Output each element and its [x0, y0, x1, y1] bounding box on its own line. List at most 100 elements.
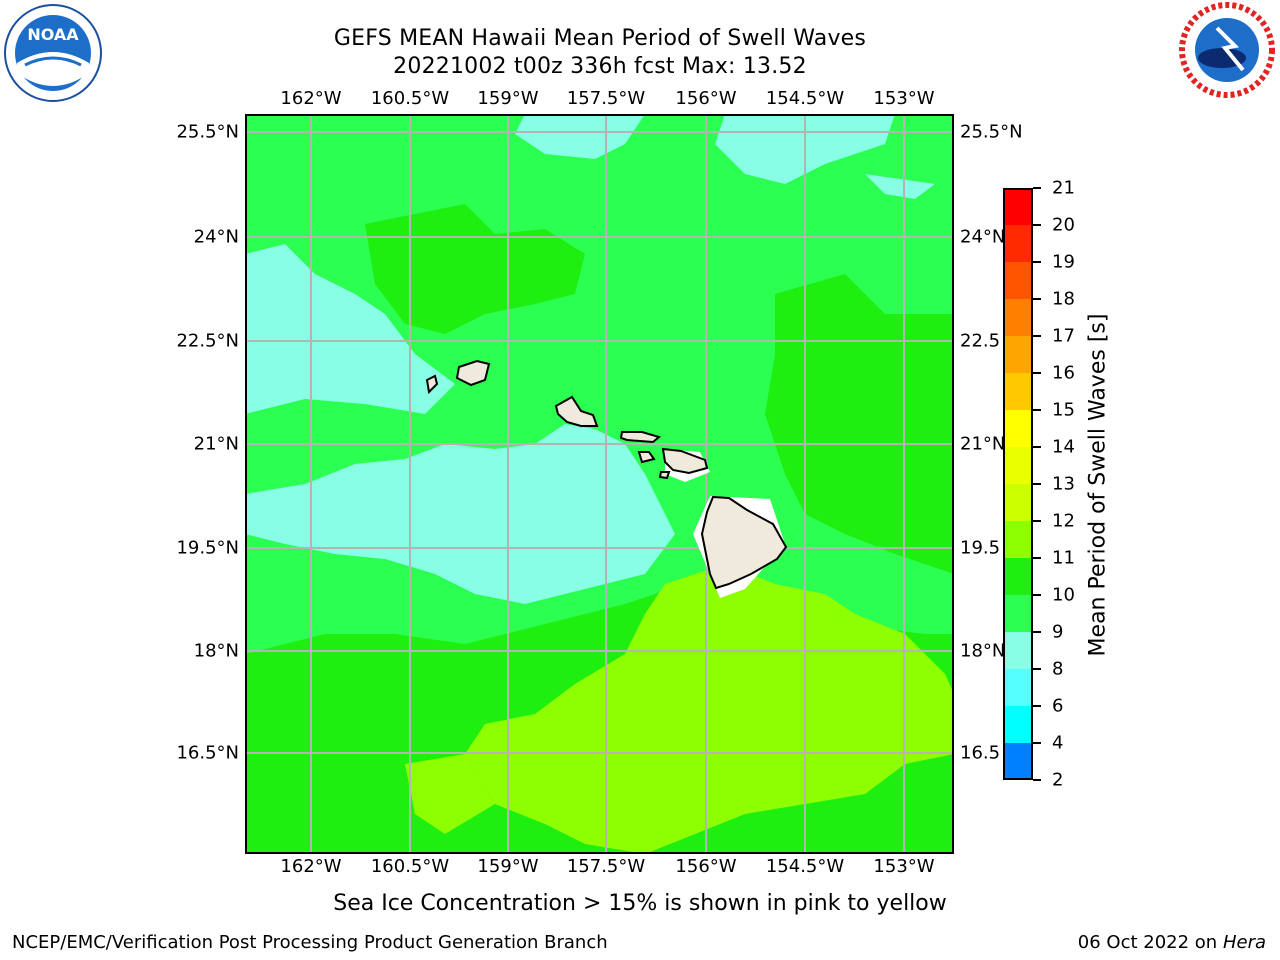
lon-label-bottom: 156°W: [675, 856, 737, 877]
colorbar-tick-label: 16: [1052, 362, 1075, 384]
colorbar-segment: [1003, 188, 1033, 226]
map-border: [245, 114, 954, 854]
colorbar-tick-mark: [1033, 298, 1041, 300]
colorbar-tick-mark: [1033, 779, 1041, 781]
colorbar-tick-label: 9: [1052, 621, 1064, 643]
island-maui: [661, 447, 709, 475]
colorbar-tick-label: 21: [1052, 177, 1075, 199]
colorbar-tick-mark: [1033, 261, 1041, 263]
colorbar-segment: [1003, 632, 1033, 670]
map-svg: [245, 114, 954, 854]
colorbar-tick-label: 13: [1052, 473, 1075, 495]
colorbar-tick-label: 19: [1052, 251, 1075, 273]
colorbar-tick-label: 20: [1052, 214, 1075, 236]
lon-label-top: 153°W: [873, 88, 935, 109]
long-period-region: [465, 564, 954, 854]
lon-label-bottom: 154.5°W: [765, 856, 845, 877]
colorbar-segment: [1003, 743, 1033, 781]
colorbar-tick-mark: [1033, 224, 1041, 226]
lat-label-right: 18°N: [960, 640, 1006, 662]
lat-label-right: 16.5: [960, 742, 1001, 764]
lat-label-left: 19.5°N: [176, 537, 239, 559]
colorbar-tick-mark: [1033, 742, 1041, 744]
lat-label-left: 18°N: [193, 640, 239, 662]
island-oahu: [554, 395, 599, 427]
colorbar-tick-label: 18: [1052, 288, 1075, 310]
colorbar-tick-mark: [1033, 372, 1041, 374]
colorbar-tick-label: 10: [1052, 584, 1075, 606]
lon-label-top: 156°W: [675, 88, 737, 109]
colorbar-tick-label: 2: [1052, 769, 1064, 791]
lon-label-top: 154.5°W: [765, 88, 845, 109]
colorbar-tick-label: 8: [1052, 658, 1064, 680]
colorbar: [1003, 188, 1033, 781]
lat-label-right: 24°N: [960, 226, 1006, 248]
map-area: [245, 114, 954, 854]
colorbar-tick-mark: [1033, 409, 1041, 411]
colorbar-tick-label: 17: [1052, 325, 1075, 347]
colorbar-segment: [1003, 558, 1033, 596]
lon-label-bottom: 160.5°W: [370, 856, 450, 877]
chart-title-line1: GEFS MEAN Hawaii Mean Period of Swell Wa…: [333, 26, 867, 51]
colorbar-segment: [1003, 336, 1033, 374]
subtitle: Sea Ice Concentration > 15% is shown in …: [333, 891, 947, 916]
footer-date: 06 Oct 2022 on Hera: [1078, 932, 1266, 953]
colorbar-tick-label: 14: [1052, 436, 1075, 458]
mid-period-region: [765, 274, 954, 574]
island-molokai: [619, 431, 662, 444]
island-kauai: [455, 359, 491, 387]
island-niihau: [425, 374, 439, 395]
graticule: [245, 114, 954, 854]
chart-title-line2: 20221002 t00z 336h fcst Max: 13.52: [393, 54, 807, 79]
colorbar-tick-mark: [1033, 520, 1041, 522]
colorbar-segment: [1003, 669, 1033, 707]
colorbar-segment: [1003, 595, 1033, 633]
footer-host: Hera: [1222, 932, 1266, 953]
colorbar-segment: [1003, 447, 1033, 485]
colorbar-tick-label: 15: [1052, 399, 1075, 421]
nws-logo: [1177, 0, 1277, 100]
colorbar-segment: [1003, 225, 1033, 263]
colorbar-segment: [1003, 484, 1033, 522]
lon-label-top: 162°W: [280, 88, 342, 109]
colorbar-border: [1003, 188, 1033, 780]
lon-label-top: 157.5°W: [566, 88, 646, 109]
island-hawaii: [700, 495, 788, 590]
colorbar-tick-label: 11: [1052, 547, 1075, 569]
colorbar-segment: [1003, 262, 1033, 300]
colorbar-segment: [1003, 706, 1033, 744]
colorbar-svg: [1003, 188, 1033, 781]
colorbar-tick-mark: [1033, 668, 1041, 670]
colorbar-tick-label: 4: [1052, 732, 1064, 754]
footer-branch: NCEP/EMC/Verification Post Processing Pr…: [12, 932, 608, 953]
short-period-region: [865, 174, 935, 199]
short-period-region: [515, 114, 645, 159]
colorbar-tick-mark: [1033, 187, 1041, 189]
colorbar-label: Mean Period of Swell Waves [s]: [1085, 313, 1111, 657]
noaa-logo-text: NOAA: [27, 25, 79, 44]
colorbar-segment: [1003, 299, 1033, 337]
colorbar-segment: [1003, 373, 1033, 411]
colorbar-tick-mark: [1033, 594, 1041, 596]
noaa-logo: NOAA: [3, 3, 103, 103]
lat-label-right: 22.5: [960, 330, 1001, 352]
colorbar-tick-mark: [1033, 335, 1041, 337]
colorbar-tick-mark: [1033, 446, 1041, 448]
colorbar-tick-mark: [1033, 631, 1041, 633]
lat-label-right: 21°N: [960, 433, 1006, 455]
colorbar-tick-mark: [1033, 557, 1041, 559]
colorbar-segment: [1003, 410, 1033, 448]
islands: [425, 359, 788, 590]
colorbar-segment: [1003, 521, 1033, 559]
short-period-region: [245, 424, 675, 604]
lat-label-left: 25.5°N: [176, 121, 239, 143]
footer-date-text: 06 Oct 2022 on: [1077, 932, 1223, 953]
lon-label-bottom: 159°W: [477, 856, 539, 877]
lat-label-left: 22.5°N: [176, 330, 239, 352]
lat-label-right: 19.5: [960, 537, 1001, 559]
short-period-region: [245, 244, 455, 414]
lon-label-bottom: 153°W: [873, 856, 935, 877]
island-lanai: [637, 451, 656, 464]
island-kahoolawe: [658, 471, 671, 480]
colorbar-tick-mark: [1033, 705, 1041, 707]
